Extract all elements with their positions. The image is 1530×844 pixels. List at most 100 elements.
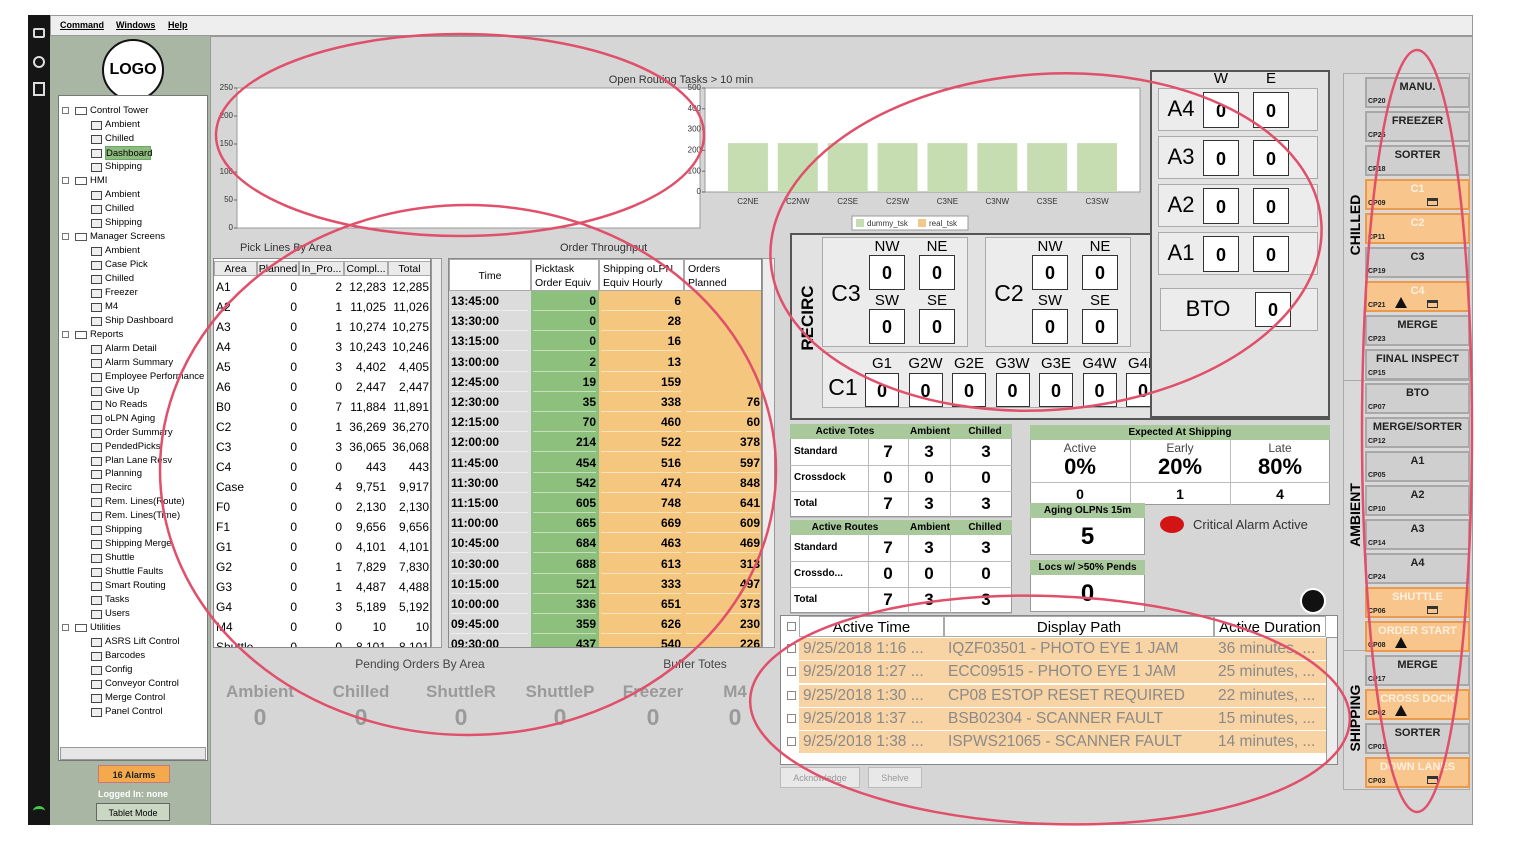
tree-item[interactable]: M4 <box>105 300 119 312</box>
table-cell: 10:30:00 <box>451 554 528 574</box>
tree-item[interactable]: Merge Control <box>105 692 166 704</box>
station-button[interactable]: DOWN LANES CP03 <box>1365 757 1470 788</box>
tree-item[interactable]: Planning <box>105 468 142 480</box>
tree-item[interactable]: Ambient <box>105 188 140 200</box>
tree-item[interactable]: Chilled <box>105 272 135 284</box>
station-button[interactable]: MERGE CP17 <box>1365 655 1470 686</box>
col-line <box>908 439 909 517</box>
station-button[interactable]: MANU. CP20 <box>1365 77 1470 108</box>
station-button[interactable]: MERGE/SORTER CP12 <box>1365 417 1470 448</box>
menu-item[interactable]: Help <box>168 20 188 30</box>
tree-item[interactable]: No Reads <box>105 398 148 410</box>
menu-item[interactable]: Command <box>60 20 105 30</box>
wifi-icon <box>33 806 45 816</box>
checkbox[interactable] <box>787 737 796 747</box>
tree-item[interactable]: Conveyor Control <box>105 678 179 690</box>
tree-item[interactable]: Alarm Summary <box>105 356 174 368</box>
tree-item[interactable]: Shuttle Faults <box>105 566 164 578</box>
tree-item[interactable]: Chilled <box>105 132 135 144</box>
tree-item[interactable]: Freezer <box>105 286 138 298</box>
tree-item[interactable]: Users <box>105 608 130 620</box>
tree-item[interactable]: Shuttle <box>105 552 135 564</box>
action-button[interactable]: Shelve <box>868 767 922 788</box>
tree-item[interactable]: Plan Lane Resv <box>105 454 173 466</box>
tree-item[interactable]: Tasks <box>105 594 130 606</box>
tree-item[interactable]: Recirc <box>105 482 132 494</box>
tree-item[interactable]: Rem. Lines(Route) <box>105 496 185 508</box>
station-code: CP19 <box>1368 268 1386 275</box>
table-cell: 2,447 <box>398 380 429 394</box>
tree-item[interactable]: Alarm Detail <box>105 342 157 354</box>
table-cell: 76 <box>686 392 760 412</box>
tree-item[interactable]: Ambient <box>105 244 140 256</box>
tree-item[interactable]: Ambient <box>105 118 140 130</box>
tree-item[interactable]: Config <box>105 664 133 676</box>
station-button[interactable]: A4 CP24 <box>1365 553 1470 584</box>
station-button[interactable]: C1 CP09 <box>1365 179 1470 210</box>
station-button[interactable]: SORTER CP18 <box>1365 145 1470 176</box>
table-cell: 10:15:00 <box>451 574 528 594</box>
tree-item[interactable]: Give Up <box>105 384 140 396</box>
station-button[interactable]: FREEZER CP25 <box>1365 111 1470 142</box>
tree-group[interactable]: Control Tower <box>90 105 149 116</box>
tree-item[interactable]: Employee Performance <box>105 370 205 382</box>
station-button[interactable]: C4 CP21 <box>1365 281 1470 312</box>
metric-value: 20% <box>1157 454 1203 479</box>
column-header: Active Totes <box>815 426 875 437</box>
tree-icon <box>91 680 102 690</box>
table-cell: 3 <box>335 440 342 454</box>
action-button[interactable]: Acknowledge <box>780 767 860 788</box>
tree-item[interactable]: ASRS Lift Control <box>105 636 180 648</box>
table-cell: 1 <box>335 320 342 334</box>
station-button[interactable]: MERGE CP23 <box>1365 315 1470 346</box>
checkbox[interactable] <box>787 667 796 677</box>
tree-item[interactable]: Order Summary <box>105 426 173 438</box>
station-button[interactable]: C2 CP11 <box>1365 213 1470 244</box>
tablet-button[interactable]: Tablet Mode <box>96 803 170 821</box>
logo: LOGO <box>102 39 164 101</box>
station-button[interactable]: BTO CP07 <box>1365 383 1470 414</box>
value-box: 0 <box>1253 236 1289 272</box>
tree-item[interactable]: Ship Dashboard <box>105 314 174 326</box>
station-button[interactable]: C3 CP19 <box>1365 247 1470 278</box>
alarms-button[interactable]: 16 Alarms <box>98 765 170 783</box>
station-button[interactable]: A2 CP10 <box>1365 485 1470 516</box>
col-line <box>1230 440 1231 505</box>
station-button[interactable]: A3 CP14 <box>1365 519 1470 550</box>
checkbox[interactable] <box>787 713 796 723</box>
menu-item[interactable]: Windows <box>116 20 156 30</box>
station-button[interactable]: CROSS DOCK CP02 <box>1365 689 1470 720</box>
tree-group[interactable]: Utilities <box>90 622 121 634</box>
tree-item[interactable]: Dashboard <box>105 145 153 160</box>
tree-group[interactable]: Reports <box>90 328 124 340</box>
tree-item[interactable]: Shipping <box>105 524 142 536</box>
tree-item[interactable]: Barcodes <box>105 650 146 662</box>
checkbox[interactable] <box>787 690 796 700</box>
metric-value: 0% <box>1064 454 1096 479</box>
station-button[interactable]: FINAL INSPECT CP15 <box>1365 349 1470 380</box>
tree-item[interactable]: Smart Routing <box>105 580 166 592</box>
metric-label: Active <box>1063 441 1097 455</box>
station-label: MERGE/SORTER <box>1372 421 1463 433</box>
tree-item[interactable]: Shipping <box>105 216 142 228</box>
tree-group[interactable]: Manager Screens <box>90 230 165 242</box>
tree-item[interactable]: Rem. Lines(Time) <box>105 510 181 522</box>
tree-item[interactable]: oLPN Aging <box>105 412 156 424</box>
tree-item[interactable]: PendedPicks <box>105 440 161 452</box>
table-value: 3 <box>924 590 934 609</box>
tree-item[interactable]: Panel Control <box>105 706 163 718</box>
station-code: CP21 <box>1368 302 1386 309</box>
tree-item[interactable]: Chilled <box>105 202 135 214</box>
station-button[interactable]: ORDER START CP08 <box>1365 621 1470 652</box>
tree-item[interactable]: Shipping <box>105 160 142 172</box>
station-button[interactable]: SHUTTLE CP06 <box>1365 587 1470 618</box>
tree-group[interactable]: HMI <box>90 174 108 186</box>
table-cell: 0 <box>335 520 342 534</box>
tree-item[interactable]: Case Pick <box>105 258 148 270</box>
station-button[interactable]: A1 CP05 <box>1365 451 1470 482</box>
station-label: FINAL INSPECT <box>1376 353 1459 365</box>
station-button[interactable]: SORTER CP01 <box>1365 723 1470 754</box>
alarm-cell: ISPWS21065 - SCANNER FAULT <box>948 733 1183 751</box>
tree-item[interactable]: Shipping Merge <box>105 538 172 550</box>
checkbox[interactable] <box>787 644 796 653</box>
